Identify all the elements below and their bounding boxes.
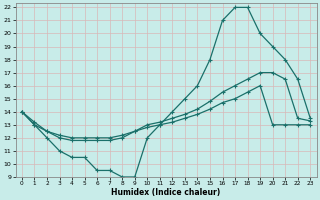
X-axis label: Humidex (Indice chaleur): Humidex (Indice chaleur) (111, 188, 221, 197)
